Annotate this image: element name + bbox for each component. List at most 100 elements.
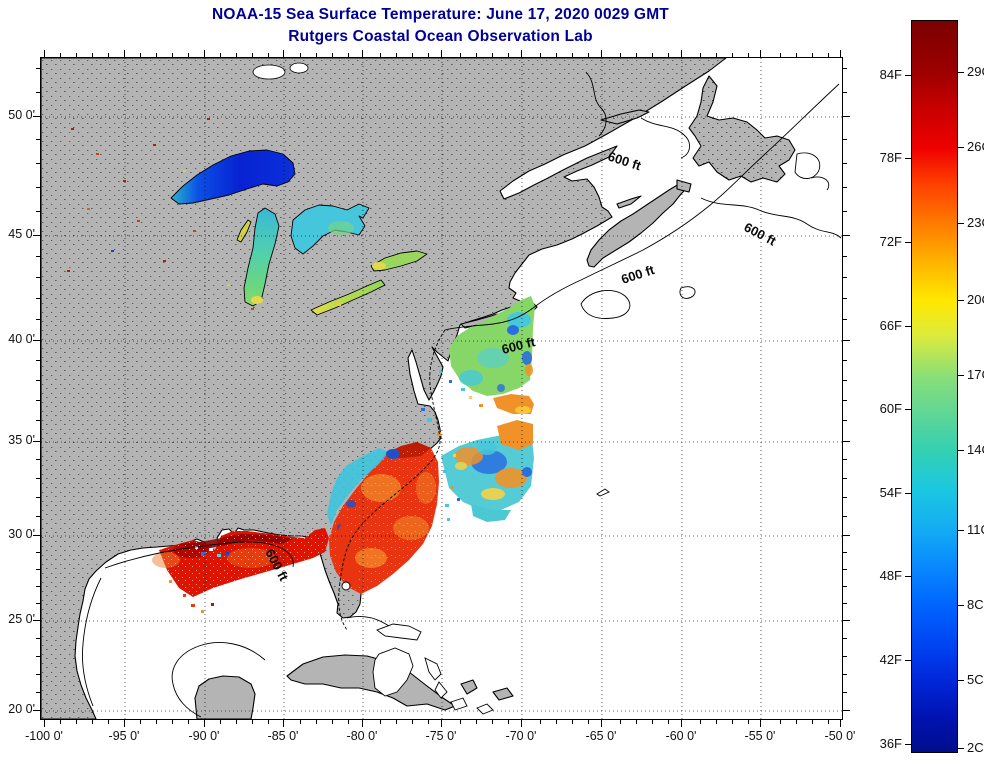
x-major-tick bbox=[123, 720, 125, 727]
colorbar-c-tick bbox=[958, 529, 964, 531]
colorbar-c-label: 26C bbox=[967, 139, 984, 154]
x-major-tick bbox=[839, 720, 841, 727]
x-minor-tick-top bbox=[699, 53, 701, 57]
colorbar-f-label: 48F bbox=[879, 568, 902, 583]
x-minor-tick-top bbox=[427, 53, 429, 57]
cloud-patches bbox=[252, 62, 309, 80]
y-minor-tick-right bbox=[843, 568, 847, 570]
x-minor-tick-top bbox=[635, 53, 637, 57]
lake-huron-warm-patch bbox=[328, 221, 354, 235]
x-minor-tick bbox=[619, 720, 621, 724]
x-minor-tick-top bbox=[747, 53, 749, 57]
x-minor-tick-top bbox=[795, 53, 797, 57]
y-major-tick bbox=[33, 619, 40, 621]
island-small-bahama-1 bbox=[460, 679, 478, 695]
colorbar-c-tick bbox=[958, 604, 964, 606]
x-minor-tick bbox=[235, 720, 237, 724]
x-tick-label: -90 0' bbox=[188, 729, 220, 743]
x-tick-label: -60 0' bbox=[665, 729, 697, 743]
colorbar-f-label: 72F bbox=[879, 234, 902, 249]
x-tick-label: -100 0' bbox=[25, 729, 63, 743]
colorbar-c-tick bbox=[958, 222, 964, 224]
x-minor-tick bbox=[347, 720, 349, 724]
lake-michigan bbox=[243, 207, 280, 307]
x-minor-tick-top bbox=[219, 53, 221, 57]
y-minor-tick bbox=[36, 379, 40, 381]
y-major-tick bbox=[33, 234, 40, 236]
y-minor-tick bbox=[36, 515, 40, 517]
y-minor-tick-right bbox=[843, 139, 847, 141]
x-major-tick bbox=[361, 720, 363, 727]
y-major-tick-right bbox=[843, 619, 850, 621]
y-minor-tick-right bbox=[843, 318, 847, 320]
x-minor-tick bbox=[555, 720, 557, 724]
y-minor-tick bbox=[36, 496, 40, 498]
x-minor-tick bbox=[267, 720, 269, 724]
x-minor-tick bbox=[219, 720, 221, 724]
x-minor-tick bbox=[331, 720, 333, 724]
colorbar-f-tick bbox=[905, 575, 911, 577]
sst-map: 600 ft 600 ft 600 ft 600 ft 600 ft bbox=[41, 58, 842, 719]
y-minor-tick bbox=[36, 478, 40, 480]
y-minor-tick-right bbox=[843, 359, 847, 361]
colorbar-c-tick bbox=[958, 146, 964, 148]
colorbar-f-tick bbox=[905, 74, 911, 76]
x-minor-tick bbox=[427, 720, 429, 724]
x-minor-tick-top bbox=[539, 53, 541, 57]
figure-subtitle: Rutgers Coastal Ocean Observation Lab bbox=[288, 28, 593, 45]
island-small-bahama-2 bbox=[492, 687, 514, 701]
x-minor-tick bbox=[715, 720, 717, 724]
grand-bahama-outline bbox=[376, 623, 422, 641]
x-minor-tick bbox=[795, 720, 797, 724]
x-minor-tick-top bbox=[91, 53, 93, 57]
x-minor-tick-top bbox=[75, 53, 77, 57]
x-minor-tick-top bbox=[395, 53, 397, 57]
x-minor-tick bbox=[91, 720, 93, 724]
x-tick-label: -80 0' bbox=[346, 729, 378, 743]
colorbar-f-label: 78F bbox=[879, 150, 902, 165]
x-minor-tick-top bbox=[299, 53, 301, 57]
x-minor-tick bbox=[155, 720, 157, 724]
land-color-specks bbox=[67, 118, 254, 310]
y-minor-tick bbox=[36, 139, 40, 141]
bathymetry-contours bbox=[82, 71, 842, 718]
x-minor-tick bbox=[587, 720, 589, 724]
y-major-tick-right bbox=[843, 534, 850, 536]
x-major-tick bbox=[520, 720, 522, 727]
y-minor-tick-right bbox=[843, 602, 847, 604]
y-minor-tick bbox=[36, 276, 40, 278]
colorbar-f-label: 60F bbox=[879, 401, 902, 416]
x-minor-tick-top bbox=[187, 53, 189, 57]
colorbar-f-label: 42F bbox=[879, 652, 902, 667]
y-minor-tick bbox=[36, 585, 40, 587]
x-major-tick bbox=[440, 720, 442, 727]
yucatan-peninsula bbox=[194, 675, 256, 719]
y-minor-tick-right bbox=[843, 691, 847, 693]
x-major-tick-top bbox=[203, 50, 205, 57]
y-major-tick bbox=[33, 440, 40, 442]
x-minor-tick-top bbox=[155, 53, 157, 57]
y-minor-tick bbox=[36, 551, 40, 553]
x-minor-tick bbox=[395, 720, 397, 724]
x-major-tick-top bbox=[839, 50, 841, 57]
y-minor-tick-right bbox=[843, 478, 847, 480]
florida-coast-warm-strip bbox=[337, 520, 359, 590]
y-minor-tick bbox=[36, 163, 40, 165]
x-minor-tick-top bbox=[107, 53, 109, 57]
ne-shelf-sst bbox=[439, 296, 535, 414]
colorbar-f-tick bbox=[905, 157, 911, 159]
x-minor-tick bbox=[107, 720, 109, 724]
x-minor-tick-top bbox=[235, 53, 237, 57]
colorbar-c-tick bbox=[958, 449, 964, 451]
x-minor-tick-top bbox=[651, 53, 653, 57]
y-minor-tick bbox=[36, 318, 40, 320]
x-major-tick-top bbox=[680, 50, 682, 57]
colorbar-c-tick bbox=[958, 747, 964, 749]
x-minor-tick bbox=[491, 720, 493, 724]
x-major-tick bbox=[680, 720, 682, 727]
y-major-tick bbox=[33, 709, 40, 711]
y-minor-tick bbox=[36, 255, 40, 257]
y-minor-tick bbox=[36, 420, 40, 422]
y-minor-tick-right bbox=[843, 459, 847, 461]
